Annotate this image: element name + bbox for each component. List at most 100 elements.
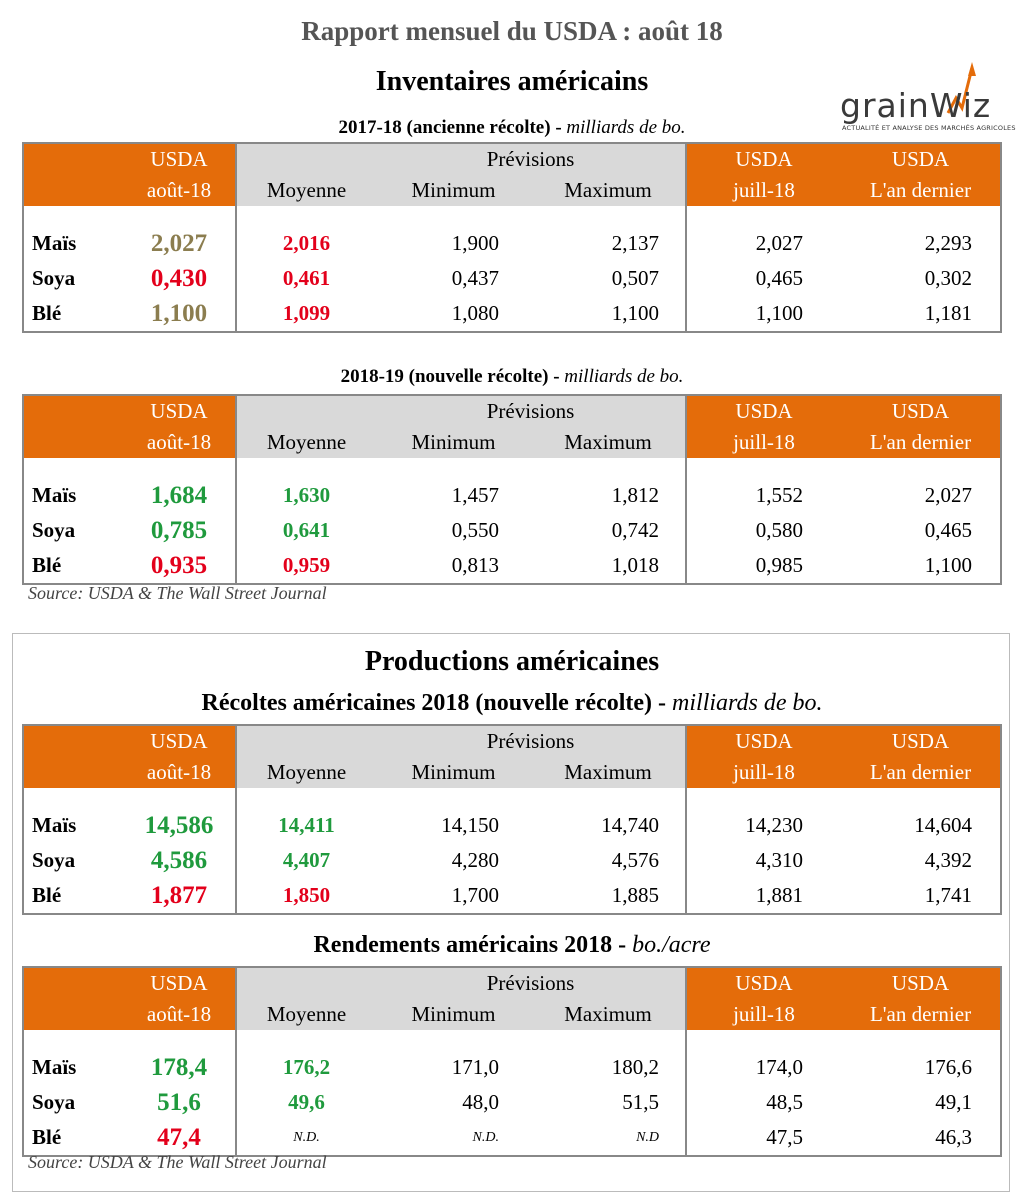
header-blank <box>23 395 123 427</box>
maximum-value: 180,2 <box>611 1055 660 1079</box>
last-year-value: 4,392 <box>924 848 973 872</box>
header-moyenne: Moyenne <box>235 757 376 788</box>
productions-source: Source: USDA & The Wall Street Journal <box>28 1152 327 1172</box>
minimum-value: 0,550 <box>451 518 499 542</box>
table-row: Blé 0,935 0,959 0,813 1,018 0,985 1,100 <box>23 548 1001 584</box>
header-usda-last-year: USDA <box>841 395 1002 427</box>
row-label: Soya <box>32 848 76 872</box>
usda-value: 0,785 <box>150 516 208 544</box>
header-blank <box>23 143 123 175</box>
header-previsions: Prévisions <box>376 395 687 427</box>
header-usda: USDA <box>123 395 236 427</box>
header-blank <box>235 143 376 175</box>
minimum-value: 171,0 <box>451 1055 499 1079</box>
rendements-table: USDA Prévisions USDA USDA août-18 Moyenn… <box>22 966 1003 1157</box>
header-previsions: Prévisions <box>376 143 687 175</box>
inventaires-title: Inventaires américains <box>375 66 649 97</box>
minimum-value: 0,813 <box>451 553 499 577</box>
juillet-value: 47,5 <box>685 1120 842 1156</box>
header-usda: USDA <box>123 143 236 175</box>
row-label: Soya <box>32 266 76 290</box>
productions-box <box>12 633 1010 1192</box>
header-last-year: L'an dernier <box>841 427 1002 458</box>
header-blank <box>23 967 123 999</box>
rendements-label: Rendements américains 2018 <box>313 932 613 958</box>
header-moyenne: Moyenne <box>235 175 376 206</box>
row-label: Blé <box>32 301 62 325</box>
moyenne-value: 0,461 <box>235 261 376 296</box>
usda-value: 0,935 <box>150 551 208 579</box>
row-label: Soya <box>32 518 76 542</box>
juillet-value: 14,230 <box>685 808 842 843</box>
usda-value: 47,4 <box>157 1123 201 1151</box>
moyenne-value: 49,6 <box>235 1085 376 1120</box>
juillet-value: 0,985 <box>685 548 842 584</box>
new-crop-subtitle: 2018-19 (nouvelle récolte) - milliards d… <box>340 366 684 387</box>
last-year-value: 0,302 <box>924 266 973 290</box>
row-label: Maïs <box>32 231 77 255</box>
rendements-subtitle: Rendements américains 2018 - bo./acre <box>313 932 711 958</box>
header-last-year: L'an dernier <box>841 175 1002 206</box>
maximum-value: 0,507 <box>611 266 660 290</box>
maximum-value: 4,576 <box>611 848 660 872</box>
minimum-value: N.D. <box>472 1129 499 1145</box>
header-blank <box>23 175 123 206</box>
header-minimum: Minimum <box>376 757 531 788</box>
header-usda: USDA <box>123 725 236 757</box>
last-year-value: 46,3 <box>935 1125 973 1149</box>
header-current: août-18 <box>123 999 236 1030</box>
last-year-value: 0,465 <box>924 518 973 542</box>
header-usda-last-year: USDA <box>841 967 1002 999</box>
recoltes-table: USDA Prévisions USDA USDA août-18 Moyenn… <box>22 724 1003 915</box>
header-previous: juill-18 <box>685 175 842 206</box>
header-usda-juillet: USDA <box>685 143 842 175</box>
juillet-value: 0,465 <box>685 261 842 296</box>
maximum-value: 0,742 <box>611 518 660 542</box>
juillet-value: 1,552 <box>685 478 842 513</box>
header-usda-juillet: USDA <box>685 395 842 427</box>
usda-value: 2,027 <box>150 229 208 257</box>
inventaires-source: Source: USDA & The Wall Street Journal <box>28 583 327 603</box>
juillet-value: 2,027 <box>685 226 842 261</box>
table-row: Maïs 2,027 2,016 1,900 2,137 2,027 2,293 <box>23 226 1001 261</box>
table-row: Blé 1,877 1,850 1,700 1,885 1,881 1,741 <box>23 878 1001 914</box>
moyenne-value: 1,850 <box>235 878 376 914</box>
header-previous: juill-18 <box>685 427 842 458</box>
row-label: Blé <box>32 883 62 907</box>
old-crop-subtitle: 2017-18 (ancienne récolte) - milliards d… <box>338 117 686 138</box>
header-minimum: Minimum <box>376 999 531 1030</box>
header-previsions: Prévisions <box>376 967 687 999</box>
usda-value: 1,100 <box>150 299 208 327</box>
minimum-value: 1,700 <box>451 883 499 907</box>
table-row: Maïs 14,586 14,411 14,150 14,740 14,230 … <box>23 808 1001 843</box>
header-maximum: Maximum <box>531 999 687 1030</box>
table-row: Soya 51,6 49,6 48,0 51,5 48,5 49,1 <box>23 1085 1001 1120</box>
usda-value: 4,586 <box>150 846 208 874</box>
table-row: Maïs 1,684 1,630 1,457 1,812 1,552 2,027 <box>23 478 1001 513</box>
usda-value: 0,430 <box>150 264 208 292</box>
last-year-value: 1,181 <box>924 301 973 325</box>
row-label: Blé <box>32 1125 62 1149</box>
header-minimum: Minimum <box>376 175 531 206</box>
minimum-value: 1,457 <box>451 483 499 507</box>
last-year-value: 176,6 <box>924 1055 973 1079</box>
moyenne-value: 0,959 <box>235 548 376 584</box>
new-crop-table: USDA Prévisions USDA USDA août-18 Moyenn… <box>22 394 1003 585</box>
table-row: Soya 0,430 0,461 0,437 0,507 0,465 0,302 <box>23 261 1001 296</box>
maximum-value: 51,5 <box>622 1090 660 1114</box>
usda-value: 1,877 <box>150 881 208 909</box>
moyenne-value: 0,641 <box>235 513 376 548</box>
juillet-value: 1,881 <box>685 878 842 914</box>
minimum-value: 1,900 <box>451 231 499 255</box>
moyenne-value: 176,2 <box>235 1050 376 1085</box>
juillet-value: 0,580 <box>685 513 842 548</box>
moyenne-value: 14,411 <box>235 808 376 843</box>
old-crop-table: USDA Prévisions USDA USDA août-18 Moyenn… <box>22 142 1003 333</box>
minimum-value: 48,0 <box>462 1090 499 1114</box>
row-label: Maïs <box>32 813 77 837</box>
header-previous: juill-18 <box>685 757 842 788</box>
usda-value: 14,586 <box>144 811 214 839</box>
minimum-value: 14,150 <box>441 813 499 837</box>
juillet-value: 174,0 <box>685 1050 842 1085</box>
minimum-value: 0,437 <box>451 266 499 290</box>
